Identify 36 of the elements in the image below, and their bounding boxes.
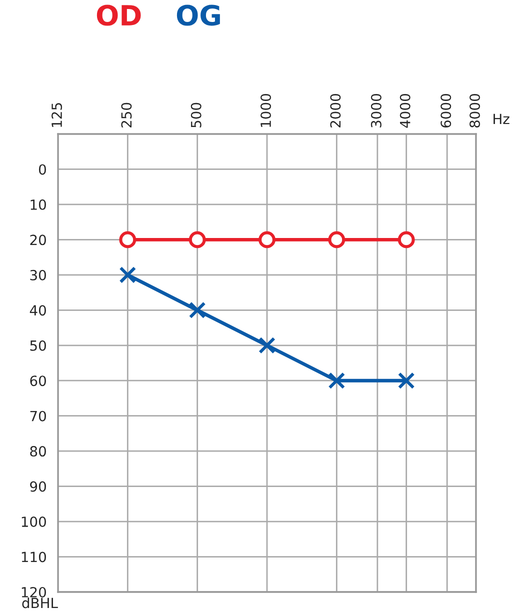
point (258, 231, 276, 248)
x-tick-label: 6000 (440, 94, 452, 128)
x-tick-label: 8000 (470, 94, 480, 128)
point (398, 231, 415, 248)
y-tick-label: 60 (30, 376, 46, 386)
x-tick-label: 2000 (330, 94, 341, 128)
point (328, 372, 346, 390)
y-tick-label: 70 (30, 410, 46, 422)
point (188, 231, 206, 248)
text: OG (176, 4, 220, 26)
x-tick-label: 125 (52, 103, 62, 127)
text: OD (96, 4, 141, 26)
y-tick-label: 110 (22, 552, 46, 562)
y-tick-label: 120 (22, 586, 46, 598)
point (258, 336, 276, 354)
y-tick-label: 90 (30, 481, 46, 492)
y-tick-label: 40 (30, 305, 46, 316)
y-tick-label: 30 (30, 270, 46, 280)
x-tick-label: 250 (121, 102, 132, 128)
point (188, 302, 206, 319)
point (119, 266, 136, 284)
y-axis-title: dBHL (22, 597, 58, 608)
x-tick-label: 4000 (400, 94, 410, 128)
y-tick-label: 10 (30, 199, 46, 210)
x-tick-label: 1000 (260, 94, 272, 127)
y-tick-label: 50 (30, 340, 46, 351)
x-tick-label: 500 (190, 102, 202, 128)
y-tick-label: 0 (38, 164, 46, 175)
point (119, 231, 136, 248)
y-tick-label: 80 (30, 446, 46, 457)
x-tick-label: 3000 (370, 94, 382, 128)
x-axis-title: Hz (494, 114, 510, 124)
point (328, 231, 346, 248)
point (398, 372, 415, 390)
y-tick-label: 100 (22, 516, 46, 528)
y-tick-label: 20 (30, 234, 46, 246)
